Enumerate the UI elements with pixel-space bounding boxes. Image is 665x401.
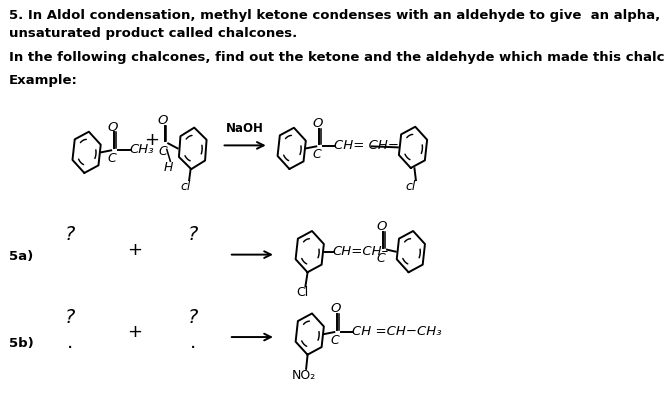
Text: CH=CH–: CH=CH– [333, 245, 389, 258]
Text: unsaturated product called chalcones.: unsaturated product called chalcones. [9, 27, 297, 40]
Text: ?: ? [65, 225, 75, 244]
Text: O: O [377, 220, 387, 233]
Text: CH =CH−CH₃: CH =CH−CH₃ [352, 325, 442, 338]
Text: C: C [108, 152, 116, 165]
Text: 5. In Aldol condensation, methyl ketone condenses with an aldehyde to give  an a: 5. In Aldol condensation, methyl ketone … [9, 9, 665, 22]
Text: 5b): 5b) [9, 337, 33, 350]
Text: O: O [158, 113, 168, 127]
Text: C: C [331, 334, 339, 347]
Text: .: . [67, 332, 73, 352]
Text: H: H [164, 161, 173, 174]
Text: In the following chalcones, find out the ketone and the aldehyde which made this: In the following chalcones, find out the… [9, 51, 665, 64]
Text: O: O [331, 302, 341, 315]
Text: CH₃: CH₃ [130, 144, 154, 156]
Text: +: + [128, 241, 142, 259]
Text: O: O [108, 121, 118, 134]
Text: +: + [144, 132, 159, 150]
Text: O: O [313, 117, 323, 130]
Text: 5a): 5a) [9, 250, 33, 263]
Text: NO₂: NO₂ [292, 369, 316, 382]
Text: ?: ? [65, 308, 75, 327]
Text: C: C [377, 252, 386, 265]
Text: Cl: Cl [297, 286, 309, 300]
Text: ?: ? [188, 308, 198, 327]
Text: C: C [313, 148, 321, 161]
Text: C: C [158, 146, 167, 158]
Text: CH= CH−: CH= CH− [334, 140, 398, 152]
Text: cl: cl [180, 180, 191, 193]
Text: +: + [128, 323, 142, 341]
Text: ?: ? [188, 225, 198, 244]
Text: NaOH: NaOH [226, 122, 264, 136]
Text: .: . [190, 332, 196, 352]
Text: Example:: Example: [9, 74, 78, 87]
Text: cl: cl [406, 180, 416, 193]
